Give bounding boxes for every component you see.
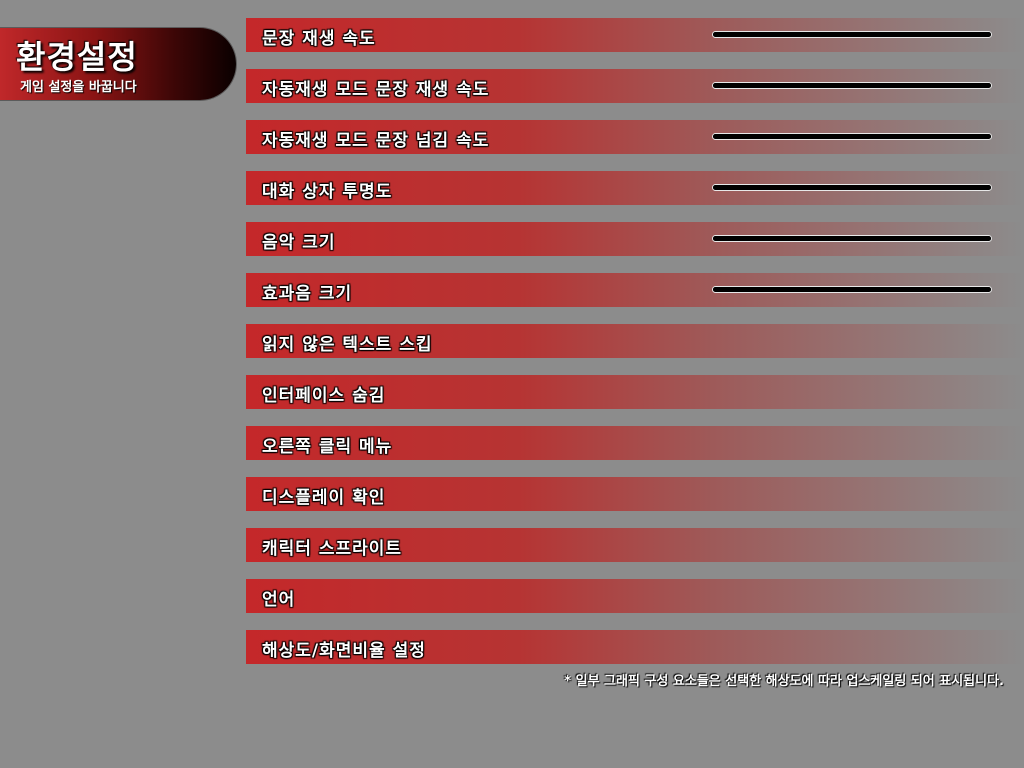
option-label: 디스플레이 확인	[262, 488, 386, 508]
auto-text-speed-slider[interactable]	[712, 82, 992, 89]
option-label: 캐릭터 스프라이트	[262, 539, 403, 559]
slider-fill	[713, 32, 991, 37]
slider-fill	[713, 236, 991, 241]
option-language[interactable]: 언어	[246, 579, 1024, 613]
option-label: 해상도/화면비율 설정	[262, 641, 426, 661]
page-title: 환경설정	[16, 38, 138, 76]
option-label: 자동재생 모드 문장 넘김 속도	[262, 131, 490, 151]
text-speed-slider[interactable]	[712, 31, 992, 38]
textbox-opacity-slider[interactable]	[712, 184, 992, 191]
option-label: 음악 크기	[262, 233, 336, 253]
option-skip-unread[interactable]: 읽지 않은 텍스트 스킵	[246, 324, 1024, 358]
slider-fill	[713, 185, 991, 190]
music-volume-slider[interactable]	[712, 235, 992, 242]
option-label: 자동재생 모드 문장 재생 속도	[262, 80, 490, 100]
option-label: 읽지 않은 텍스트 스킵	[262, 335, 433, 355]
options-list: 문장 재생 속도 자동재생 모드 문장 재생 속도 자동재생 모드 문장 넘김 …	[246, 18, 1024, 681]
option-hide-interface[interactable]: 인터페이스 숨김	[246, 375, 1024, 409]
option-label: 오른쪽 클릭 메뉴	[262, 437, 393, 457]
option-label: 인터페이스 숨김	[262, 386, 386, 406]
auto-advance-speed-slider[interactable]	[712, 133, 992, 140]
sfx-volume-slider[interactable]	[712, 286, 992, 293]
option-textbox-opacity[interactable]: 대화 상자 투명도	[246, 171, 1024, 205]
option-text-speed[interactable]: 문장 재생 속도	[246, 18, 1024, 52]
option-display-check[interactable]: 디스플레이 확인	[246, 477, 1024, 511]
option-label: 언어	[262, 590, 296, 610]
option-character-sprites[interactable]: 캐릭터 스프라이트	[246, 528, 1024, 562]
slider-fill	[713, 83, 991, 88]
option-auto-advance-speed[interactable]: 자동재생 모드 문장 넘김 속도	[246, 120, 1024, 154]
slider-fill	[713, 134, 991, 139]
option-auto-text-speed[interactable]: 자동재생 모드 문장 재생 속도	[246, 69, 1024, 103]
option-label: 효과음 크기	[262, 284, 353, 304]
option-music-volume[interactable]: 음악 크기	[246, 222, 1024, 256]
resolution-footnote: * 일부 그래픽 구성 요소들은 선택한 해상도에 따라 업스케일링 되어 표시…	[564, 674, 1004, 689]
option-label: 문장 재생 속도	[262, 29, 376, 49]
page-subtitle: 게임 설정을 바꿉니다	[20, 80, 137, 95]
option-resolution[interactable]: 해상도/화면비율 설정	[246, 630, 1024, 664]
option-right-click-menu[interactable]: 오른쪽 클릭 메뉴	[246, 426, 1024, 460]
option-label: 대화 상자 투명도	[262, 182, 393, 202]
title-badge: 환경설정 게임 설정을 바꿉니다	[0, 28, 236, 100]
slider-fill	[713, 287, 991, 292]
option-sfx-volume[interactable]: 효과음 크기	[246, 273, 1024, 307]
